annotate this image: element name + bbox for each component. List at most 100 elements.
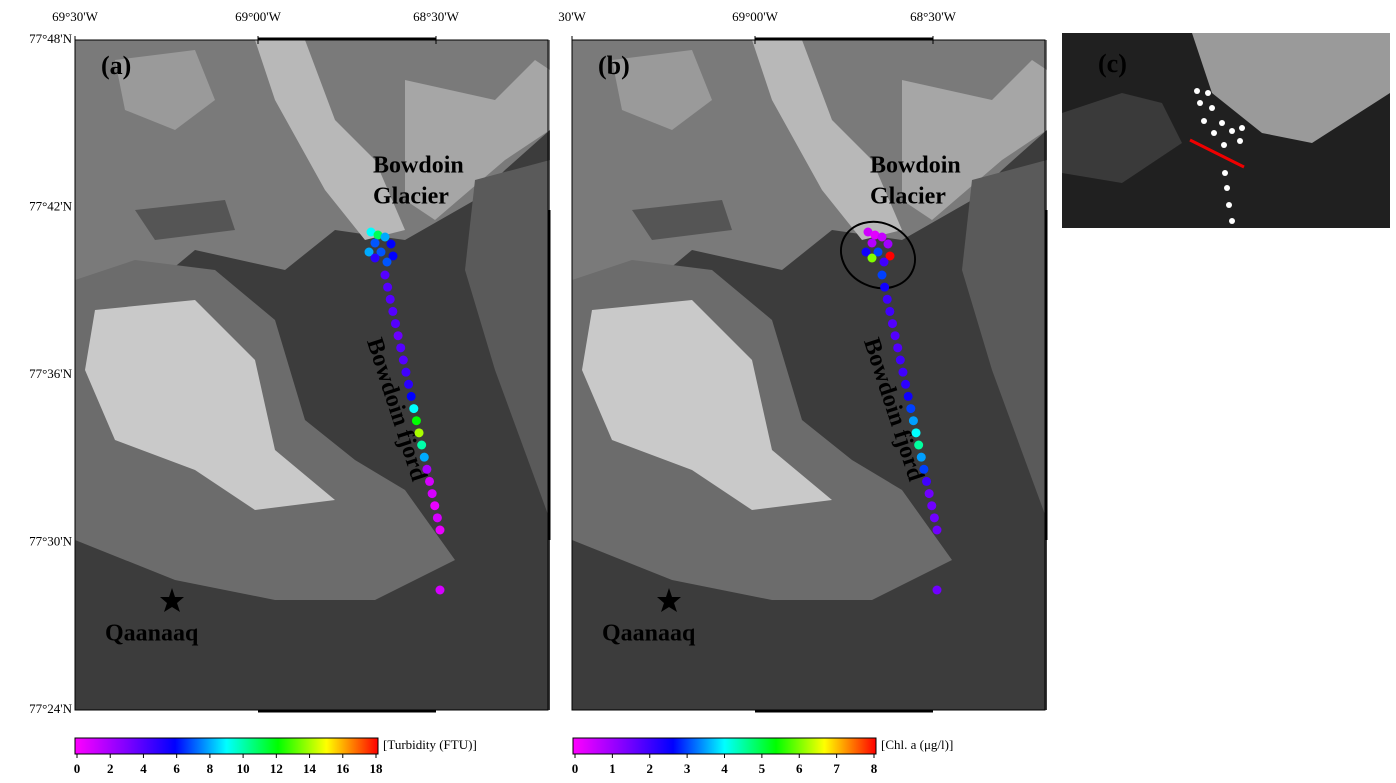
map-image bbox=[75, 40, 550, 710]
station bbox=[381, 271, 390, 280]
station bbox=[925, 489, 934, 498]
colorbar-tick-label: 3 bbox=[684, 761, 691, 776]
station bbox=[914, 441, 923, 450]
y-tick-label: 77°30'N bbox=[29, 533, 73, 548]
station bbox=[404, 380, 413, 389]
station bbox=[391, 319, 400, 328]
x-tick-label: 30'W bbox=[558, 9, 586, 24]
panel-c: (c) bbox=[1062, 33, 1390, 228]
colorbar-tick-label: 0 bbox=[572, 761, 579, 776]
station bbox=[883, 295, 892, 304]
y-tick-label: 77°36'N bbox=[29, 366, 73, 381]
y-tick-label: 77°48'N bbox=[29, 31, 73, 46]
station bbox=[912, 428, 921, 437]
station bbox=[433, 513, 442, 522]
colorbar-label: [Chl. a (μg/l)] bbox=[881, 737, 953, 752]
station bbox=[927, 501, 936, 510]
colorbar-tick-label: 8 bbox=[207, 761, 214, 776]
colorbar bbox=[75, 738, 378, 754]
station bbox=[388, 307, 397, 316]
station bbox=[868, 239, 877, 248]
station bbox=[901, 380, 910, 389]
station bbox=[922, 477, 931, 486]
station bbox=[430, 501, 439, 510]
station bbox=[394, 331, 403, 340]
station bbox=[428, 489, 437, 498]
station bbox=[436, 526, 445, 535]
station bbox=[436, 586, 445, 595]
station bbox=[904, 392, 913, 401]
town-label: Qaanaaq bbox=[105, 621, 199, 647]
station bbox=[409, 404, 418, 413]
station bbox=[880, 283, 889, 292]
station bbox=[919, 465, 928, 474]
station bbox=[933, 526, 942, 535]
station bbox=[407, 392, 416, 401]
glacier-label: Bowdoin bbox=[373, 153, 464, 179]
station bbox=[417, 441, 426, 450]
station bbox=[888, 319, 897, 328]
station bbox=[387, 240, 396, 249]
x-tick-label: 69°00'W bbox=[732, 9, 779, 24]
station bbox=[891, 331, 900, 340]
x-tick-label: 69°00'W bbox=[235, 9, 282, 24]
y-tick-label: 77°42'N bbox=[29, 198, 73, 213]
station bbox=[396, 343, 405, 352]
colorbar bbox=[573, 738, 876, 754]
station bbox=[383, 258, 392, 267]
station bbox=[878, 233, 887, 242]
colorbar-tick-label: 12 bbox=[270, 761, 283, 776]
panel-a: 69°30'W 69°00'W 68°30'W 77°48'N 77°42'N 77°36… bbox=[29, 9, 550, 716]
colorbar-tick-label: 6 bbox=[173, 761, 180, 776]
colorbar-tick-label: 16 bbox=[336, 761, 350, 776]
station bbox=[371, 254, 380, 263]
station bbox=[893, 343, 902, 352]
station bbox=[930, 513, 939, 522]
colorbar-tick-label: 18 bbox=[370, 761, 384, 776]
station bbox=[909, 416, 918, 425]
panel-label: (b) bbox=[598, 51, 630, 80]
station bbox=[878, 271, 887, 280]
glacier-label: Glacier bbox=[373, 184, 449, 210]
glacier-label: Glacier bbox=[870, 184, 946, 210]
panel-label: (c) bbox=[1098, 49, 1127, 78]
colorbar-tick-label: 1 bbox=[609, 761, 616, 776]
map-image bbox=[572, 40, 1047, 710]
station bbox=[898, 368, 907, 377]
colorbar-tick-label: 2 bbox=[107, 761, 114, 776]
x-tick-label: 69°30'W bbox=[52, 9, 99, 24]
colorbar-tick-label: 14 bbox=[303, 761, 317, 776]
station bbox=[399, 356, 408, 365]
colorbar-tick-label: 8 bbox=[871, 761, 878, 776]
station bbox=[885, 307, 894, 316]
colorbar-tick-label: 6 bbox=[796, 761, 803, 776]
x-tick-label: 68°30'W bbox=[413, 9, 460, 24]
station bbox=[401, 368, 410, 377]
station bbox=[868, 254, 877, 263]
station bbox=[880, 258, 889, 267]
colorbar-tick-label: 4 bbox=[140, 761, 147, 776]
station bbox=[383, 283, 392, 292]
station bbox=[884, 240, 893, 249]
station bbox=[933, 586, 942, 595]
station bbox=[917, 453, 926, 462]
colorbar-tick-label: 0 bbox=[74, 761, 81, 776]
colorbar-tick-label: 7 bbox=[833, 761, 840, 776]
station bbox=[412, 416, 421, 425]
colorbar-tick-label: 2 bbox=[647, 761, 654, 776]
town-label: Qaanaaq bbox=[602, 621, 696, 647]
station bbox=[422, 465, 431, 474]
station bbox=[420, 453, 429, 462]
glacier-label: Bowdoin bbox=[870, 153, 961, 179]
y-tick-label: 77°24'N bbox=[29, 701, 73, 716]
station bbox=[896, 356, 905, 365]
colorbar-tick-label: 10 bbox=[237, 761, 250, 776]
x-tick-label: 68°30'W bbox=[910, 9, 957, 24]
station bbox=[381, 233, 390, 242]
panel-label: (a) bbox=[101, 51, 131, 80]
colorbar-tick-label: 5 bbox=[759, 761, 766, 776]
figure: 69°30'W 69°00'W 68°30'W 77°48'N 77°42'N 77°36… bbox=[0, 0, 1396, 783]
colorbar-tick-label: 4 bbox=[721, 761, 728, 776]
station bbox=[386, 295, 395, 304]
